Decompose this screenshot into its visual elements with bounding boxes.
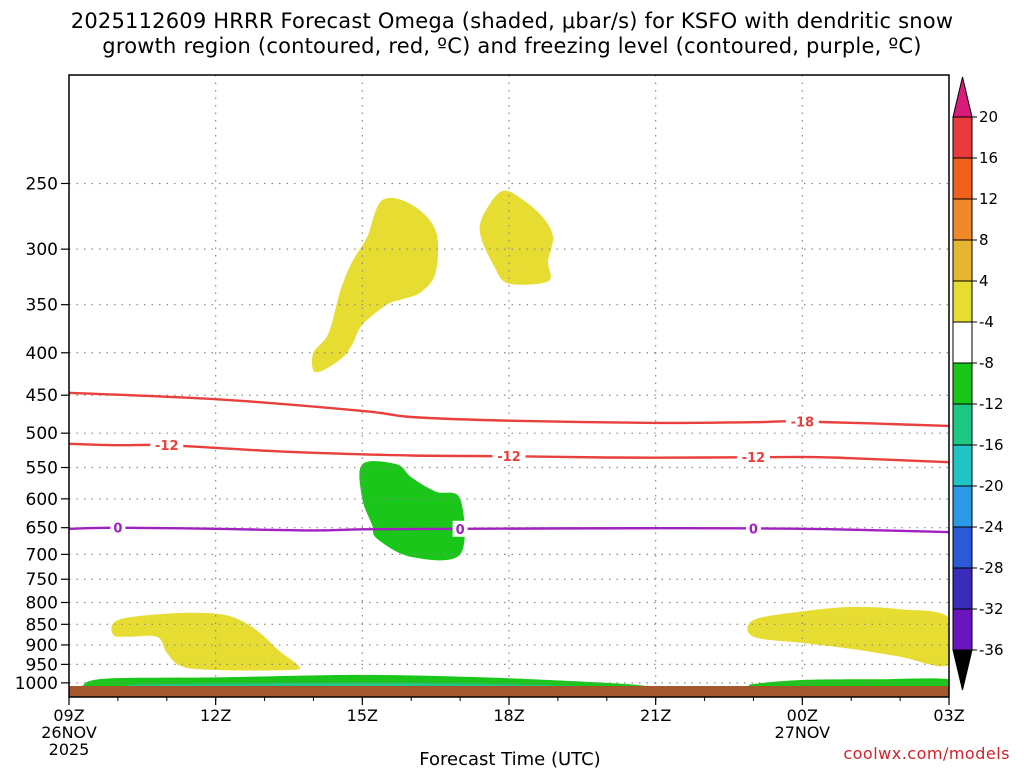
- colorbar-label: -32: [979, 600, 1004, 618]
- omega-region-2: [479, 190, 554, 285]
- contour-label: 0: [749, 523, 758, 538]
- contour-label-bg: [150, 437, 184, 454]
- colorbar-segment: [952, 362, 973, 405]
- colorbar-segment: [952, 485, 973, 528]
- y-tick-label: 1000: [15, 674, 58, 694]
- x-tick-label: 26NOV: [41, 723, 97, 742]
- colorbar-label: -16: [979, 436, 1004, 454]
- omega-shading-layer: [82, 190, 949, 692]
- y-tick-label: 600: [26, 490, 58, 510]
- contour-label-bg: [110, 519, 126, 536]
- contour-label: 0: [113, 522, 122, 537]
- colorbar-label: -12: [979, 395, 1004, 413]
- contour-label-bg: [736, 449, 770, 466]
- ground-strip: [69, 686, 949, 697]
- contour-label: -12: [497, 450, 521, 465]
- colorbar-segment: [952, 608, 973, 651]
- contour-label-bg: [745, 520, 761, 537]
- colorbar-segment: [952, 198, 973, 241]
- colorbar-label: 4: [979, 272, 989, 290]
- pressure-axis: 2503003504004505005506006507007508008509…: [15, 174, 69, 694]
- y-tick-label: 400: [26, 344, 58, 364]
- colorbar: 20 16 12 8 4 -4 -8 -12 -16 -20 -24 -28 -32 -36: [952, 76, 1004, 691]
- colorbar-segment: [952, 280, 973, 323]
- credit-link[interactable]: coolwx.com/models: [843, 744, 1010, 763]
- colorbar-label: 20: [979, 108, 998, 126]
- omega-region-4: [747, 606, 949, 667]
- plot-frame: [68, 74, 950, 698]
- omega-region-5: [359, 461, 465, 561]
- x-tick-label: 27NOV: [775, 723, 831, 742]
- colorbar-segment: [952, 116, 973, 159]
- x-tick-label: 2025: [49, 740, 90, 759]
- chart-title-line-2: growth region (contoured, red, ºC) and f…: [102, 34, 922, 58]
- colorbar-label: 16: [979, 149, 998, 167]
- contour-label-bg: [452, 520, 468, 537]
- colorbar-segment: [952, 321, 973, 364]
- x-tick-label: 15Z: [347, 706, 378, 725]
- colorbar-label: -28: [979, 559, 1004, 577]
- colorbar-segment: [952, 157, 973, 200]
- colorbar-segment: [952, 567, 973, 610]
- chart-title-line-1: 2025112609 HRRR Forecast Omega (shaded, …: [70, 9, 954, 33]
- grid-layer: [69, 75, 949, 697]
- x-axis-label: Forecast Time (UTC): [419, 749, 600, 768]
- y-tick-label: 250: [26, 174, 58, 194]
- y-tick-label: 850: [26, 615, 58, 635]
- colorbar-segment: [952, 239, 973, 282]
- x-tick-label: 18Z: [493, 706, 524, 725]
- y-tick-label: 450: [26, 386, 58, 406]
- y-tick-label: 800: [26, 593, 58, 613]
- colorbar-label: 12: [979, 190, 998, 208]
- y-tick-label: 550: [26, 459, 58, 479]
- x-tick-label: 09Z: [53, 706, 84, 725]
- y-tick-label: 300: [26, 240, 58, 260]
- y-tick-label: 950: [26, 655, 58, 675]
- colorbar-label: -36: [979, 641, 1004, 659]
- y-tick-label: 650: [26, 519, 58, 539]
- contour-line: [69, 526, 949, 534]
- contour-label: -12: [742, 451, 766, 466]
- contour-layer: -18 -12 -12 -12 0 0 0: [69, 391, 949, 538]
- contour-label: -12: [155, 439, 179, 454]
- colorbar-label: -24: [979, 518, 1004, 536]
- omega-region-3: [111, 612, 301, 671]
- x-tick-label: 12Z: [200, 706, 231, 725]
- omega-region-1: [311, 197, 439, 373]
- x-tick-label: 03Z: [933, 706, 964, 725]
- y-tick-label: 750: [26, 570, 58, 590]
- colorbar-bottom-triangle: [952, 649, 973, 691]
- colorbar-label: -4: [979, 313, 994, 331]
- contour-label-bg: [785, 413, 819, 430]
- colorbar-label: -8: [979, 354, 994, 372]
- y-tick-label: 900: [26, 636, 58, 656]
- colorbar-top-triangle: [952, 76, 973, 118]
- x-tick-label: 21Z: [640, 706, 671, 725]
- x-tick-label: 00Z: [787, 706, 818, 725]
- y-tick-label: 350: [26, 296, 58, 316]
- contour-label-bg: [492, 448, 526, 465]
- colorbar-label: 8: [979, 231, 989, 249]
- y-tick-label: 700: [26, 545, 58, 565]
- colorbar-segment: [952, 444, 973, 487]
- colorbar-label: -20: [979, 477, 1004, 495]
- colorbar-segment: [952, 403, 973, 446]
- colorbar-segment: [952, 526, 973, 569]
- y-tick-label: 500: [26, 424, 58, 444]
- contour-label: 0: [456, 523, 465, 538]
- contour-label: -18: [791, 415, 815, 430]
